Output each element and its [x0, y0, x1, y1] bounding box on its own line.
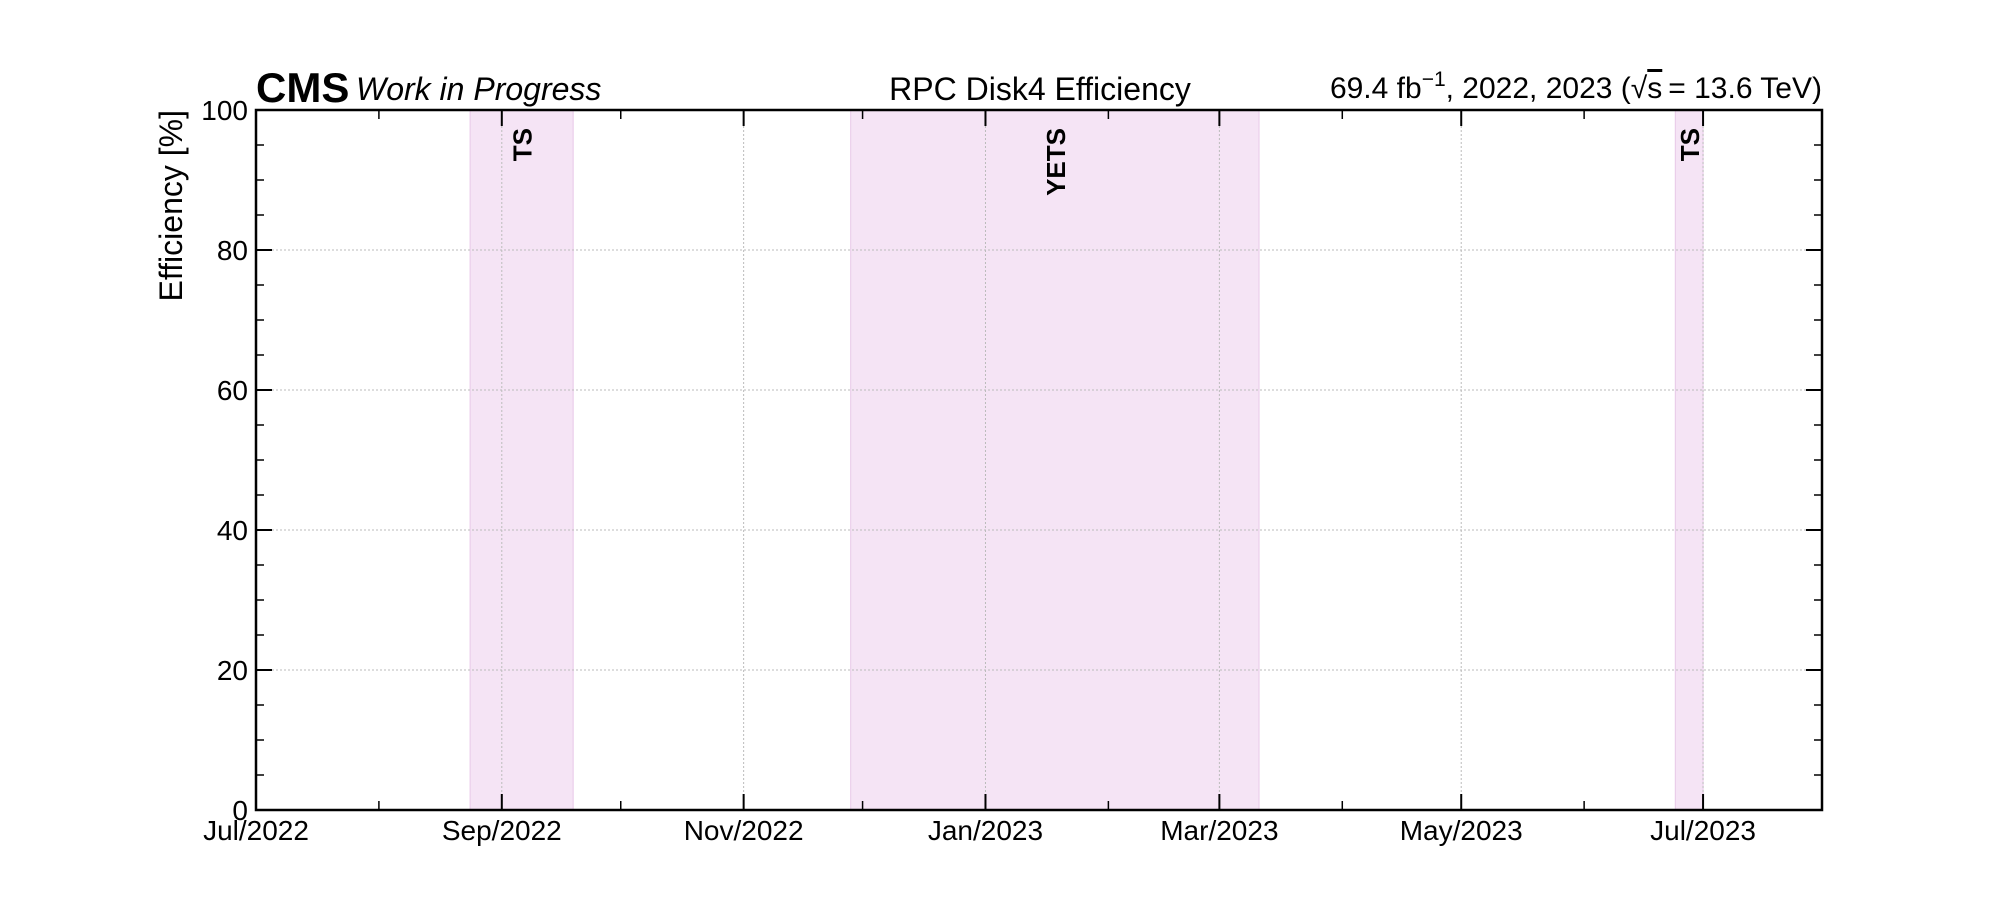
lumi-exponent: −1 [1422, 68, 1446, 91]
shaded-period-label-2: TS [1675, 128, 1705, 161]
lumi-label: 69.4 fb−1, 2022, 2023 (√s = 13.6 TeV) [1330, 68, 1822, 105]
shaded-period-0 [469, 109, 574, 811]
y-axis-label: Efficiency [%] [153, 110, 189, 301]
status-label: Work in Progress [356, 71, 601, 107]
chart-title: RPC Disk4 Efficiency [889, 71, 1191, 107]
y-tick-label-0: 0 [232, 795, 248, 826]
lumi-years: , 2022, 2023 ( [1446, 72, 1631, 105]
shaded-period-1 [850, 109, 1260, 811]
tick-labels: Jul/2022 Sep/2022 Nov/2022 Jan/2023 Mar/2023… [201, 95, 1756, 846]
shaded-periods: TS YETS TS [469, 109, 1705, 811]
x-tick-label-6: Jul/2023 [1650, 815, 1756, 846]
y-tick-label-3: 60 [217, 375, 248, 406]
x-tick-label-0: Jul/2022 [203, 815, 309, 846]
lumi-energy: = 13.6 TeV) [1668, 72, 1822, 105]
y-tick-label-5: 100 [201, 95, 248, 126]
x-tick-label-1: Sep/2022 [442, 815, 562, 846]
x-tick-label-2: Nov/2022 [684, 815, 804, 846]
y-tick-label-1: 20 [217, 655, 248, 686]
x-tick-label-3: Jan/2023 [928, 815, 1043, 846]
shaded-period-2 [1674, 109, 1704, 811]
x-tick-label-4: Mar/2023 [1160, 815, 1278, 846]
shaded-period-label-1: YETS [1041, 128, 1071, 196]
svg-text:69.4 fb−1, 2022, 2023 (√s= 13.: 69.4 fb−1, 2022, 2023 (√s = 13.6 TeV) [1330, 68, 1822, 105]
sqrt-symbol: √ [1631, 72, 1648, 105]
experiment-label: CMS [256, 64, 349, 111]
ticks [255, 109, 1822, 811]
y-tick-label-4: 80 [217, 235, 248, 266]
sqrt-s: s [1647, 72, 1662, 105]
shaded-period-label-0: TS [508, 128, 538, 161]
lumi-value: 69.4 fb [1330, 72, 1422, 105]
x-tick-label-5: May/2023 [1400, 815, 1523, 846]
y-tick-label-2: 40 [217, 515, 248, 546]
plot-frame [254, 108, 1824, 812]
